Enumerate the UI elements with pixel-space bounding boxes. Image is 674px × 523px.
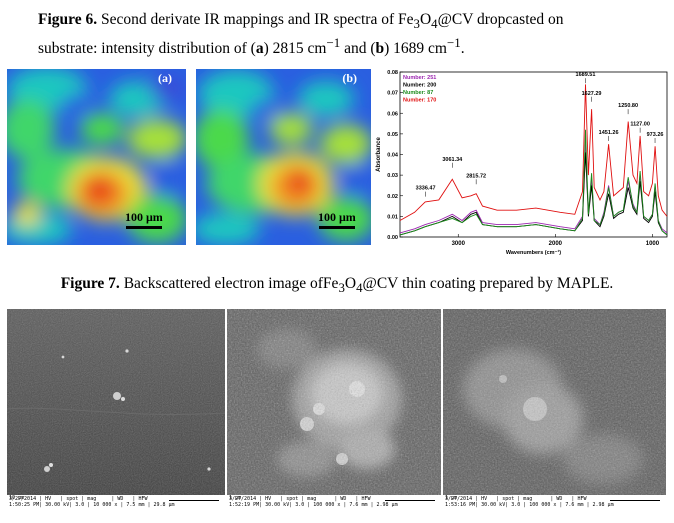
databar-row2: 1:52:19 PM| 30.00 kV| 3.0 | 100 000 x | … [229,502,398,508]
caption-text: Second derivate IR mappings and IR spect… [97,11,414,28]
databar-row1: 3/27/2014 | HV | spot | mag | WD | HFW [229,496,371,502]
peak-label: 3336.47 [416,186,436,192]
legend-entry: Number: 87 [403,90,433,96]
y-tick-label: 0.03 [387,173,398,179]
spectrum-svg: 0.00 0.01 0.02 0.03 0.04 0.05 0.06 0.07 0.08 3000… [376,70,668,256]
caption-text: ) 1689 cm [384,40,447,58]
sem-image-3: 3/27/2014 | HV | spot | mag | WD | HFW 1… [443,309,666,509]
series-line [399,129,668,236]
sem-micrograph [443,309,666,495]
heatmap-image [196,69,371,245]
scale-label: 100 μm [318,210,356,224]
ir-map-a: (a) 100 μm [7,69,186,245]
caption-text: @CV thin coating prepared by MAPLE. [362,275,614,292]
figure-7-label: Figure 7. [60,275,120,292]
databar-row2: 1:50:25 PM| 30.00 kV| 3.0 | 10 000 x | 7… [9,502,175,508]
sem-scale-bar [385,500,435,501]
scale-bar-line [125,226,162,229]
sem-scale-label: 10 μm [9,495,25,501]
sem-scale-label: 1 μm [229,495,242,501]
databar-row1: 3/27/2014 | HV | spot | mag | WD | HFW [9,496,148,502]
sem-databar: 3/27/2014 | HV | spot | mag | WD | HFW 1… [443,495,666,509]
caption-text: substrate: intensity distribution of ( [38,40,256,58]
sem-scale-bar [610,500,660,501]
sem-micrograph [7,309,225,495]
sem-image-1: 3/27/2014 | HV | spot | mag | WD | HFW 1… [7,309,225,509]
y-tick-label: 0.06 [387,111,398,117]
panel-label-b: (b) [342,71,357,85]
x-axis-label: Wavenumbers (cm⁻¹) [506,249,561,256]
figure-6-caption: Figure 6. Second derivate IR mappings an… [38,10,648,58]
y-axis-label: Absorbance [376,137,382,172]
caption-text: and ( [340,40,376,58]
databar-row1: 3/27/2014 | HV | spot | mag | WD | HFW [445,496,587,502]
subscript: 3 [413,16,420,32]
sem-databar: 3/27/2014 | HV | spot | mag | WD | HFW 1… [227,495,441,509]
ir-map-b: (b) 100 μm [196,69,371,245]
ir-spectrum-chart: 0.00 0.01 0.02 0.03 0.04 0.05 0.06 0.07 0.08 3000… [372,64,672,264]
scale-bar-a: 100 μm [125,210,163,229]
x-tick-label: 1000 [646,241,660,247]
figure-6-label: Figure 6. [38,11,98,28]
peak-label: 1451.26 [599,130,619,136]
peak-label: 3061.34 [442,157,463,163]
caption-bold: a [255,40,264,58]
y-tick-label: 0.02 [387,194,398,200]
sem-scale-label: 1 μm [445,495,458,501]
y-tick-label: 0.00 [387,235,398,241]
plot-frame [399,71,668,238]
scale-bar-line [318,226,355,229]
panel-label-a: (a) [158,71,172,85]
legend-entry: Number: 251 [403,75,436,81]
caption-line-2: substrate: intensity distribution of (a)… [38,33,648,58]
x-tick-label: 2000 [549,241,563,247]
legend-entry: Number: 170 [403,98,436,104]
figure-7-caption: Figure 7. Backscattered electron image o… [0,274,674,297]
caption-text: Backscattered electron image ofFe [119,275,339,292]
sem-image-2: 3/27/2014 | HV | spot | mag | WD | HFW 1… [227,309,441,509]
series-line [399,84,668,221]
y-tick-label: 0.05 [387,132,398,138]
caption-text: @CV dropcasted on [437,11,564,28]
peak-label: 1127.00 [630,122,650,128]
x-tick-label: 3000 [452,241,466,247]
subscript: 4 [431,16,438,32]
peak-label: 2815.72 [466,173,486,179]
caption-bold: b [375,40,385,58]
heatmap-image [7,69,186,245]
y-tick-label: 0.07 [387,91,398,97]
sem-databar: 3/27/2014 | HV | spot | mag | WD | HFW 1… [7,495,225,509]
superscript: −1 [446,35,461,51]
y-tick-label: 0.01 [387,214,398,220]
peak-label: 973.26 [647,132,664,138]
scale-label: 100 μm [125,210,163,224]
peak-label: 1627.29 [582,91,602,97]
legend-entry: Number: 200 [403,83,436,89]
plot-area: 0.00 0.01 0.02 0.03 0.04 0.05 0.06 0.07 0.08 3000… [376,70,668,256]
subscript: 3 [338,280,345,296]
caption-text: . [460,40,465,58]
caption-text: O [419,11,432,28]
scale-bar-b: 100 μm [318,210,356,229]
subscript: 4 [356,280,363,296]
peak-label: 1689.51 [576,72,596,78]
databar-row2: 1:53:16 PM| 30.00 kV| 3.0 | 100 000 x | … [445,502,614,508]
y-tick-label: 0.04 [387,153,399,159]
peak-label: 1250.80 [618,103,638,109]
y-tick-label: 0.08 [387,70,398,76]
sem-scale-bar [169,500,219,501]
caption-text: ) 2815 cm [263,40,327,58]
sem-micrograph [227,309,441,495]
superscript: −1 [326,35,341,51]
caption-text: O [344,275,357,292]
